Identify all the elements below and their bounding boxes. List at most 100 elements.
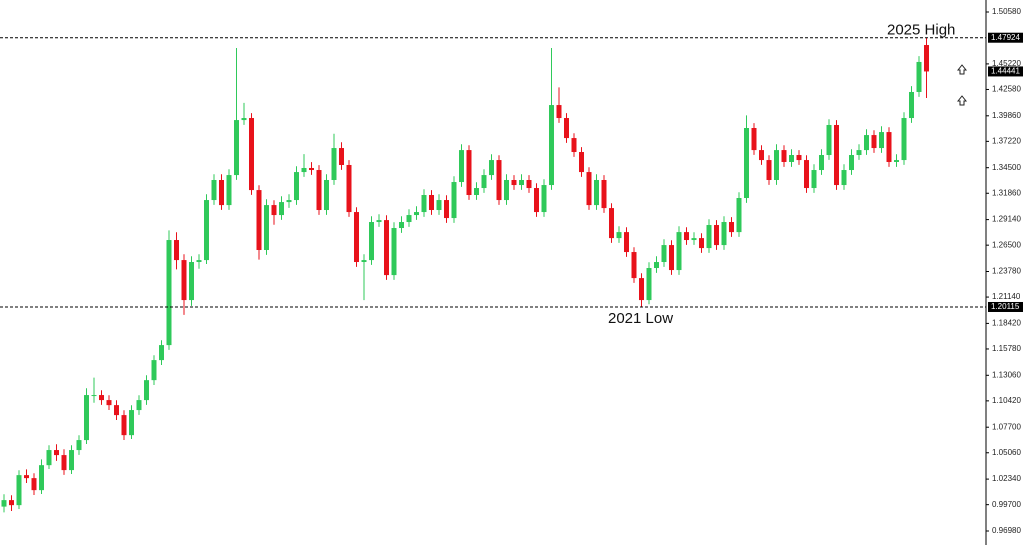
candle-body [204,200,209,261]
candle-body [249,118,254,191]
candle-body [766,160,772,180]
candle-body [391,228,397,276]
candle-body [916,61,922,92]
candle-body [811,170,817,189]
candle-body [871,135,877,149]
candle-body [669,245,674,271]
candle-body [459,150,464,183]
candle-body [189,262,194,301]
arrow-icon [956,64,968,75]
candle-body [879,132,884,149]
candle-body [61,455,67,471]
candle-body [564,118,569,139]
candle-body [654,262,659,269]
candle-body [256,190,262,251]
candle-body [361,260,367,263]
candle-body [864,135,869,151]
candle-body [129,410,134,436]
candle-body [384,220,389,276]
candle-body [586,172,592,206]
y-tick-label: 1.31860 [992,188,1021,197]
candle-body [399,222,404,229]
candle-body [781,150,787,162]
candle-body [271,205,277,216]
candle-body [714,225,719,246]
candle-body [481,175,487,189]
candle-body [474,188,479,196]
candle-body [114,405,119,416]
y-tick-label: 0.99700 [992,500,1021,509]
y-tick-label: 1.45220 [992,59,1021,68]
candle-body [646,268,652,301]
level-box [988,32,1023,43]
candle-body [744,128,749,199]
candle-body [466,150,472,196]
candle-body [661,245,667,263]
candle-body [519,179,524,186]
candle-body [849,155,854,171]
candle-body [624,232,629,253]
candle-body [144,380,149,401]
candle-body [909,91,914,119]
candle-body [579,152,584,173]
y-tick-label: 1.02340 [992,474,1021,483]
candle-body [369,222,374,261]
candle-body [136,400,142,411]
candle-body [894,160,899,162]
candle-body [924,45,929,72]
candle-body [421,195,427,213]
candle-body [316,170,322,211]
level-label: 1.20115 [991,302,1020,311]
candle-body [736,198,742,233]
candle-body [264,205,269,251]
y-tick-label: 1.29140 [992,215,1021,224]
candle-body [279,202,284,216]
candle-body [414,212,419,216]
candle-body [826,124,832,156]
arrow-icon [956,95,968,106]
candle-body [504,179,509,201]
candle-body [159,345,164,361]
candle-body [511,179,517,186]
candle-body [121,415,127,436]
candle-body [541,185,547,213]
candle-body [346,164,352,213]
candle-body [774,150,779,180]
candle-body [721,222,727,246]
y-tick-label: 1.26500 [992,240,1021,249]
y-tick-label: 1.15780 [992,344,1021,353]
y-tick-label: 1.10420 [992,396,1021,405]
candle-body [166,240,172,346]
candle-body [901,118,907,161]
candle-body [691,238,697,241]
candle-body [616,232,622,239]
candle-body [451,182,457,219]
candle-body [151,360,157,381]
candle-body [241,118,247,121]
y-tick-label: 1.42580 [992,85,1021,94]
candle-body [339,148,344,165]
candle-body [69,450,74,471]
candle-body [31,478,37,491]
candle-body [331,148,337,180]
candle-body [211,179,217,201]
candle-body [324,179,329,211]
candle-body [219,179,224,206]
candle-body [429,195,434,211]
level-box [988,301,1023,312]
candle-body [196,260,202,263]
candle-body [226,175,232,206]
level-annotation: 2021 Low [608,310,673,327]
candle-body [309,167,314,171]
last-price-box [988,66,1023,77]
candle-body [406,215,412,223]
candle-body [676,232,682,271]
level-label: 1.47924 [991,33,1020,42]
level-annotation: 2025 High [887,22,955,39]
y-tick-label: 1.18420 [992,319,1021,328]
candle-body [354,212,359,263]
candle-body [684,232,689,241]
candle-body [286,200,292,203]
candle-body [594,179,599,206]
